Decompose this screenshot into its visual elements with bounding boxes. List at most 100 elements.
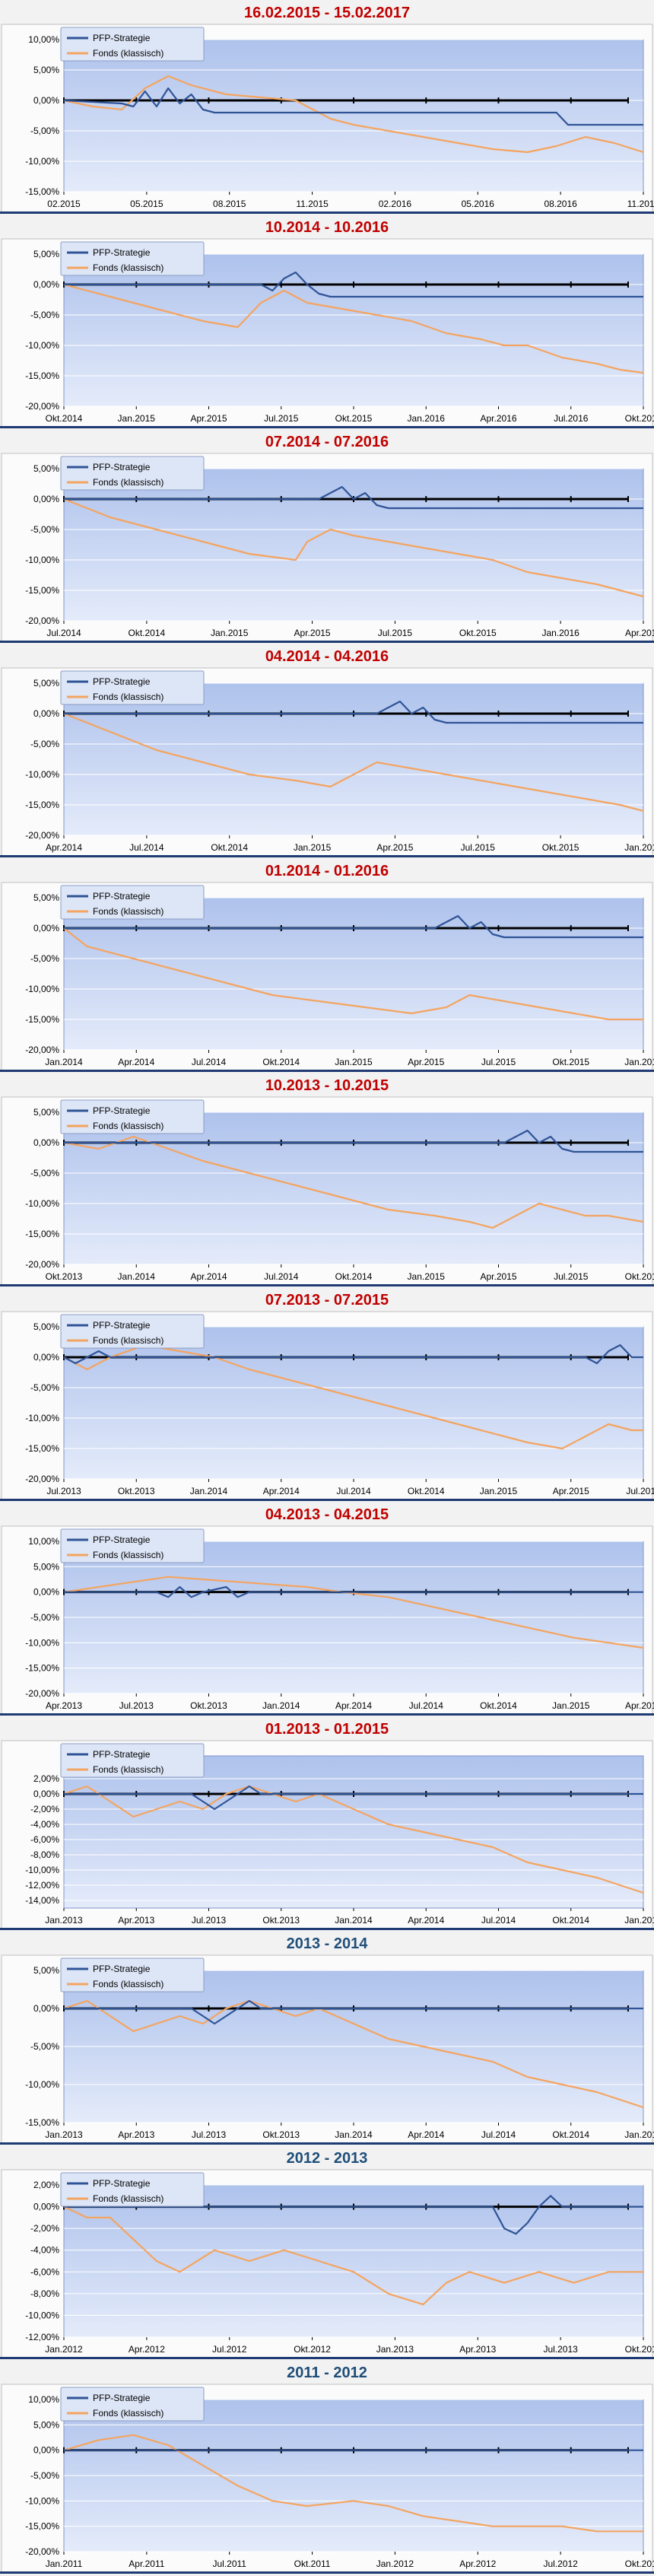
y-tick-label: -10,00% bbox=[25, 2079, 59, 2090]
legend-box bbox=[60, 1314, 205, 1349]
chart-title: 04.2013 - 04.2015 bbox=[265, 1506, 389, 1523]
x-tick-label: Jul.2014 bbox=[264, 1271, 299, 1282]
x-tick-label: Apr.2015 bbox=[553, 1486, 589, 1496]
x-tick-label: Jan.2012 bbox=[376, 2559, 414, 2569]
x-tick-label: Jul.2014 bbox=[481, 2129, 516, 2140]
x-tick-label: Apr.2014 bbox=[118, 1057, 154, 1067]
y-tick-label: 5,00% bbox=[33, 463, 59, 474]
chart-panel: 04.2014 - 04.2016 5,00% 0,00% -5,00% -10,00%… bbox=[0, 644, 654, 858]
x-tick-label: Jan.2012 bbox=[45, 2344, 83, 2355]
x-tick-label: 05.2016 bbox=[462, 199, 495, 209]
legend-box bbox=[60, 1099, 205, 1134]
legend-label: PFP-Strategie bbox=[93, 33, 151, 43]
x-tick-label: Jul.2014 bbox=[129, 842, 164, 853]
x-tick-label: Jul.2015 bbox=[461, 842, 496, 853]
y-tick-label: -10,00% bbox=[25, 2495, 59, 2506]
y-tick-label: -5,00% bbox=[30, 1168, 59, 1178]
y-tick-label: -5,00% bbox=[30, 524, 59, 535]
x-tick-label: 02.2016 bbox=[379, 199, 412, 209]
x-tick-label: Jul.2013 bbox=[46, 1486, 81, 1496]
panel-divider bbox=[0, 1070, 654, 1072]
x-tick-label: Jul.2012 bbox=[212, 2344, 247, 2355]
x-tick-label: Jul.2014 bbox=[192, 1057, 227, 1067]
x-tick-label: Okt.2015 bbox=[625, 1271, 654, 1282]
x-tick-label: Jul.2015 bbox=[378, 628, 413, 638]
x-tick-label: Okt.2015 bbox=[552, 1057, 589, 1067]
x-tick-label: Okt.2013 bbox=[625, 2344, 654, 2355]
legend-label: PFP-Strategie bbox=[93, 891, 151, 902]
x-tick-label: Jan.2014 bbox=[262, 1700, 300, 1711]
legend-label: PFP-Strategie bbox=[93, 1534, 151, 1545]
y-tick-label: 0,00% bbox=[33, 923, 59, 933]
series-fonds-line bbox=[63, 2206, 643, 2306]
x-tick-label: Jul.2014 bbox=[409, 1700, 444, 1711]
x-tick-label: Jan.2014 bbox=[335, 1915, 373, 1926]
y-tick-label: -15,00% bbox=[25, 1014, 59, 1025]
x-tick-label: Apr.2015 bbox=[294, 628, 331, 638]
x-tick-label: Jan.2014 bbox=[190, 1486, 228, 1496]
legend-label: PFP-Strategie bbox=[93, 1964, 151, 1974]
legend-box bbox=[60, 456, 205, 491]
y-tick-label: 0,00% bbox=[33, 1352, 59, 1363]
legend-label: PFP-Strategie bbox=[93, 2393, 151, 2403]
chart-title: 07.2014 - 07.2016 bbox=[265, 434, 389, 450]
x-tick-label: Jan.2013 bbox=[376, 2344, 414, 2355]
y-tick-label: 0,00% bbox=[33, 279, 59, 290]
chart-panel: 01.2013 - 01.2015 2,00% 0,00% -2,00% -4,00% -… bbox=[0, 1716, 654, 1931]
panel-divider bbox=[0, 1713, 654, 1716]
chart-svg: 2,00% 0,00% -2,00% -4,00% -6,00% -8,00% -10,00… bbox=[1, 2169, 654, 2359]
legend-label: PFP-Strategie bbox=[93, 462, 151, 472]
y-tick-label: 2,00% bbox=[33, 1773, 59, 1784]
series-pfp-strategie-line bbox=[64, 700, 643, 724]
y-tick-label: 10,00% bbox=[28, 1536, 59, 1547]
y-tick-label: -15,00% bbox=[25, 1663, 59, 1674]
x-tick-label: Jan.2016 bbox=[408, 413, 446, 424]
chart-panel: 10.2014 - 10.2016 5,00% 0,00% -5,00% -10,00%… bbox=[0, 215, 654, 429]
y-tick-label: -12,00% bbox=[25, 2332, 59, 2342]
y-tick-label: -10,00% bbox=[25, 2310, 59, 2320]
x-tick-label: 11.2016 bbox=[627, 199, 654, 209]
x-tick-label: Jan.2015 bbox=[118, 413, 156, 424]
legend-label: PFP-Strategie bbox=[93, 1105, 151, 1116]
y-tick-label: 5,00% bbox=[33, 678, 59, 689]
x-tick-label: 05.2015 bbox=[130, 199, 164, 209]
series-fonds-line bbox=[63, 2434, 643, 2533]
y-tick-label: -10,00% bbox=[25, 984, 59, 994]
chart-panel: 2011 - 2012 10,00% 5,00% 0,00% -5,00% -10,00%… bbox=[0, 2360, 654, 2574]
y-tick-label: 0,00% bbox=[33, 1789, 59, 1799]
y-tick-label: 0,00% bbox=[33, 2003, 59, 2014]
x-tick-label: Apr.2014 bbox=[263, 1486, 300, 1496]
chart-svg: 5,00% 0,00% -5,00% -10,00% -15,00%Jan.2013 Ap… bbox=[1, 1954, 654, 2145]
y-tick-label: -10,00% bbox=[25, 555, 59, 565]
panel-divider bbox=[0, 1284, 654, 1286]
y-tick-label: -6,00% bbox=[30, 2266, 59, 2277]
chart-svg: 5,00% 0,00% -5,00% -10,00% -15,00% -20,00% Jan… bbox=[1, 882, 654, 1072]
x-tick-label: Jan.2016 bbox=[541, 628, 579, 638]
series-fonds-line bbox=[63, 283, 644, 374]
x-tick-label: 08.2015 bbox=[213, 199, 246, 209]
plot-area bbox=[63, 1111, 644, 1265]
x-tick-label: Apr.2013 bbox=[118, 2129, 154, 2140]
x-tick-label: Jan.2015 bbox=[408, 1271, 446, 1282]
y-tick-label: -2,00% bbox=[30, 1804, 59, 1814]
x-tick-label: Jan.2015 bbox=[624, 1915, 654, 1926]
y-tick-label: 5,00% bbox=[33, 1321, 59, 1332]
x-tick-label: Jan.2011 bbox=[46, 2559, 83, 2569]
y-tick-label: -8,00% bbox=[30, 2288, 59, 2299]
y-tick-label: -15,00% bbox=[25, 800, 59, 810]
y-tick-label: -15,00% bbox=[25, 1443, 59, 1454]
x-tick-label: Okt.2015 bbox=[542, 842, 579, 853]
x-tick-label: Jul.2015 bbox=[626, 1486, 654, 1496]
legend-label: Fonds (klassisch) bbox=[93, 692, 164, 702]
x-tick-label: Okt.2013 bbox=[262, 2129, 300, 2140]
y-tick-label: -20,00% bbox=[25, 2546, 59, 2557]
x-tick-label: Jul.2012 bbox=[543, 2559, 578, 2569]
y-tick-label: -5,00% bbox=[30, 310, 59, 320]
x-tick-label: Okt.2016 bbox=[625, 413, 654, 424]
x-tick-label: Jan.2013 bbox=[45, 2129, 83, 2140]
y-tick-label: 5,00% bbox=[33, 1107, 59, 1118]
x-tick-label: Apr.2015 bbox=[376, 842, 413, 853]
legend-box bbox=[60, 241, 205, 276]
series-pfp-strategie-line bbox=[64, 485, 643, 510]
chart-panel: 07.2013 - 07.2015 5,00% 0,00% -5,00% -10,00%… bbox=[0, 1287, 654, 1502]
